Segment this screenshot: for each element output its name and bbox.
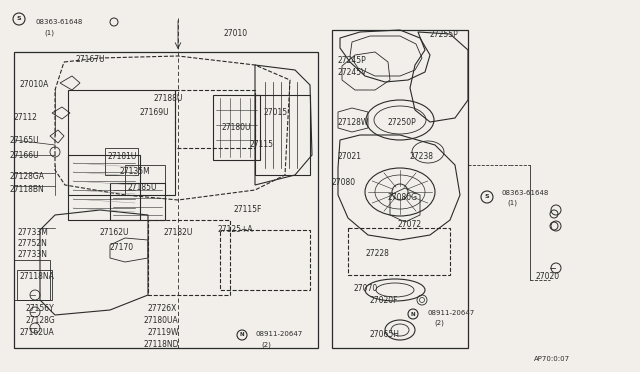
Bar [175, 90, 255, 148]
Text: 27181U: 27181U [108, 152, 138, 161]
Text: S: S [484, 195, 490, 199]
Text: 27080: 27080 [332, 178, 356, 187]
Text: 27118BN: 27118BN [9, 185, 44, 194]
Text: 27021: 27021 [337, 152, 361, 161]
Bar [68, 155, 140, 220]
Text: 27180U: 27180U [222, 123, 252, 132]
Bar [213, 95, 260, 160]
Text: 27726X: 27726X [148, 304, 177, 313]
Text: (1): (1) [44, 29, 54, 35]
Text: 27125+A: 27125+A [218, 225, 253, 234]
Text: N: N [240, 333, 244, 337]
Text: 27135M: 27135M [120, 167, 151, 176]
Text: 27010: 27010 [224, 29, 248, 38]
Text: 27128W: 27128W [337, 118, 369, 127]
Bar [148, 220, 230, 295]
Text: 27156Y: 27156Y [25, 304, 54, 313]
Bar [255, 95, 310, 175]
Text: 27165U: 27165U [9, 136, 38, 145]
Text: 27128GA: 27128GA [9, 172, 44, 181]
Text: 27170: 27170 [110, 243, 134, 252]
Text: 08363-61648: 08363-61648 [36, 19, 83, 25]
Text: 27020: 27020 [536, 272, 560, 281]
Text: 27070: 27070 [353, 284, 377, 293]
Text: 27238: 27238 [410, 152, 434, 161]
Text: 27080G: 27080G [388, 193, 418, 202]
Text: 27118ND: 27118ND [143, 340, 179, 349]
Text: AP70:0:07: AP70:0:07 [534, 356, 570, 362]
Bar [110, 183, 165, 220]
Text: 27166U: 27166U [9, 151, 38, 160]
Text: 27182U: 27182U [163, 228, 193, 237]
Text: 27015: 27015 [264, 108, 288, 117]
Text: 08911-20647: 08911-20647 [428, 310, 476, 316]
Text: 27118NA: 27118NA [20, 272, 55, 281]
Text: 27255P: 27255P [430, 30, 459, 39]
Bar [220, 230, 310, 290]
Text: 27115: 27115 [250, 140, 274, 149]
Bar [105, 148, 138, 175]
Text: 27169U: 27169U [140, 108, 170, 117]
Text: S: S [17, 16, 21, 22]
Text: 27128G: 27128G [25, 316, 55, 325]
Text: (2): (2) [434, 320, 444, 327]
Text: 27752N: 27752N [17, 239, 47, 248]
Bar [17, 270, 52, 300]
Text: 27185U: 27185U [128, 183, 157, 192]
Text: 08911-20647: 08911-20647 [256, 331, 303, 337]
Bar [14, 52, 318, 348]
Text: 27112: 27112 [14, 113, 38, 122]
Text: 27162U: 27162U [100, 228, 129, 237]
Bar [68, 90, 175, 195]
Text: 27250P: 27250P [388, 118, 417, 127]
Text: (1): (1) [507, 200, 517, 206]
Text: 27010A: 27010A [20, 80, 49, 89]
Text: 27245P: 27245P [337, 56, 365, 65]
Text: 27245V: 27245V [337, 68, 366, 77]
Text: (2): (2) [261, 341, 271, 347]
Text: 27065H: 27065H [370, 330, 400, 339]
Bar [348, 228, 450, 275]
Text: 27072: 27072 [397, 220, 421, 229]
Text: 27733M: 27733M [17, 228, 48, 237]
Bar [332, 30, 468, 348]
Text: 27162UA: 27162UA [20, 328, 55, 337]
Text: 27228: 27228 [365, 249, 389, 258]
Text: 27115F: 27115F [234, 205, 262, 214]
Text: 08363-61648: 08363-61648 [501, 190, 548, 196]
Text: 27188U: 27188U [153, 94, 182, 103]
Text: 27733N: 27733N [17, 250, 47, 259]
Text: 27020F: 27020F [370, 296, 399, 305]
Bar [125, 165, 165, 195]
Bar [14, 260, 50, 300]
Text: 27119W: 27119W [148, 328, 179, 337]
Text: 27167U: 27167U [75, 55, 104, 64]
Text: N: N [411, 311, 415, 317]
Text: 27180UA: 27180UA [143, 316, 178, 325]
